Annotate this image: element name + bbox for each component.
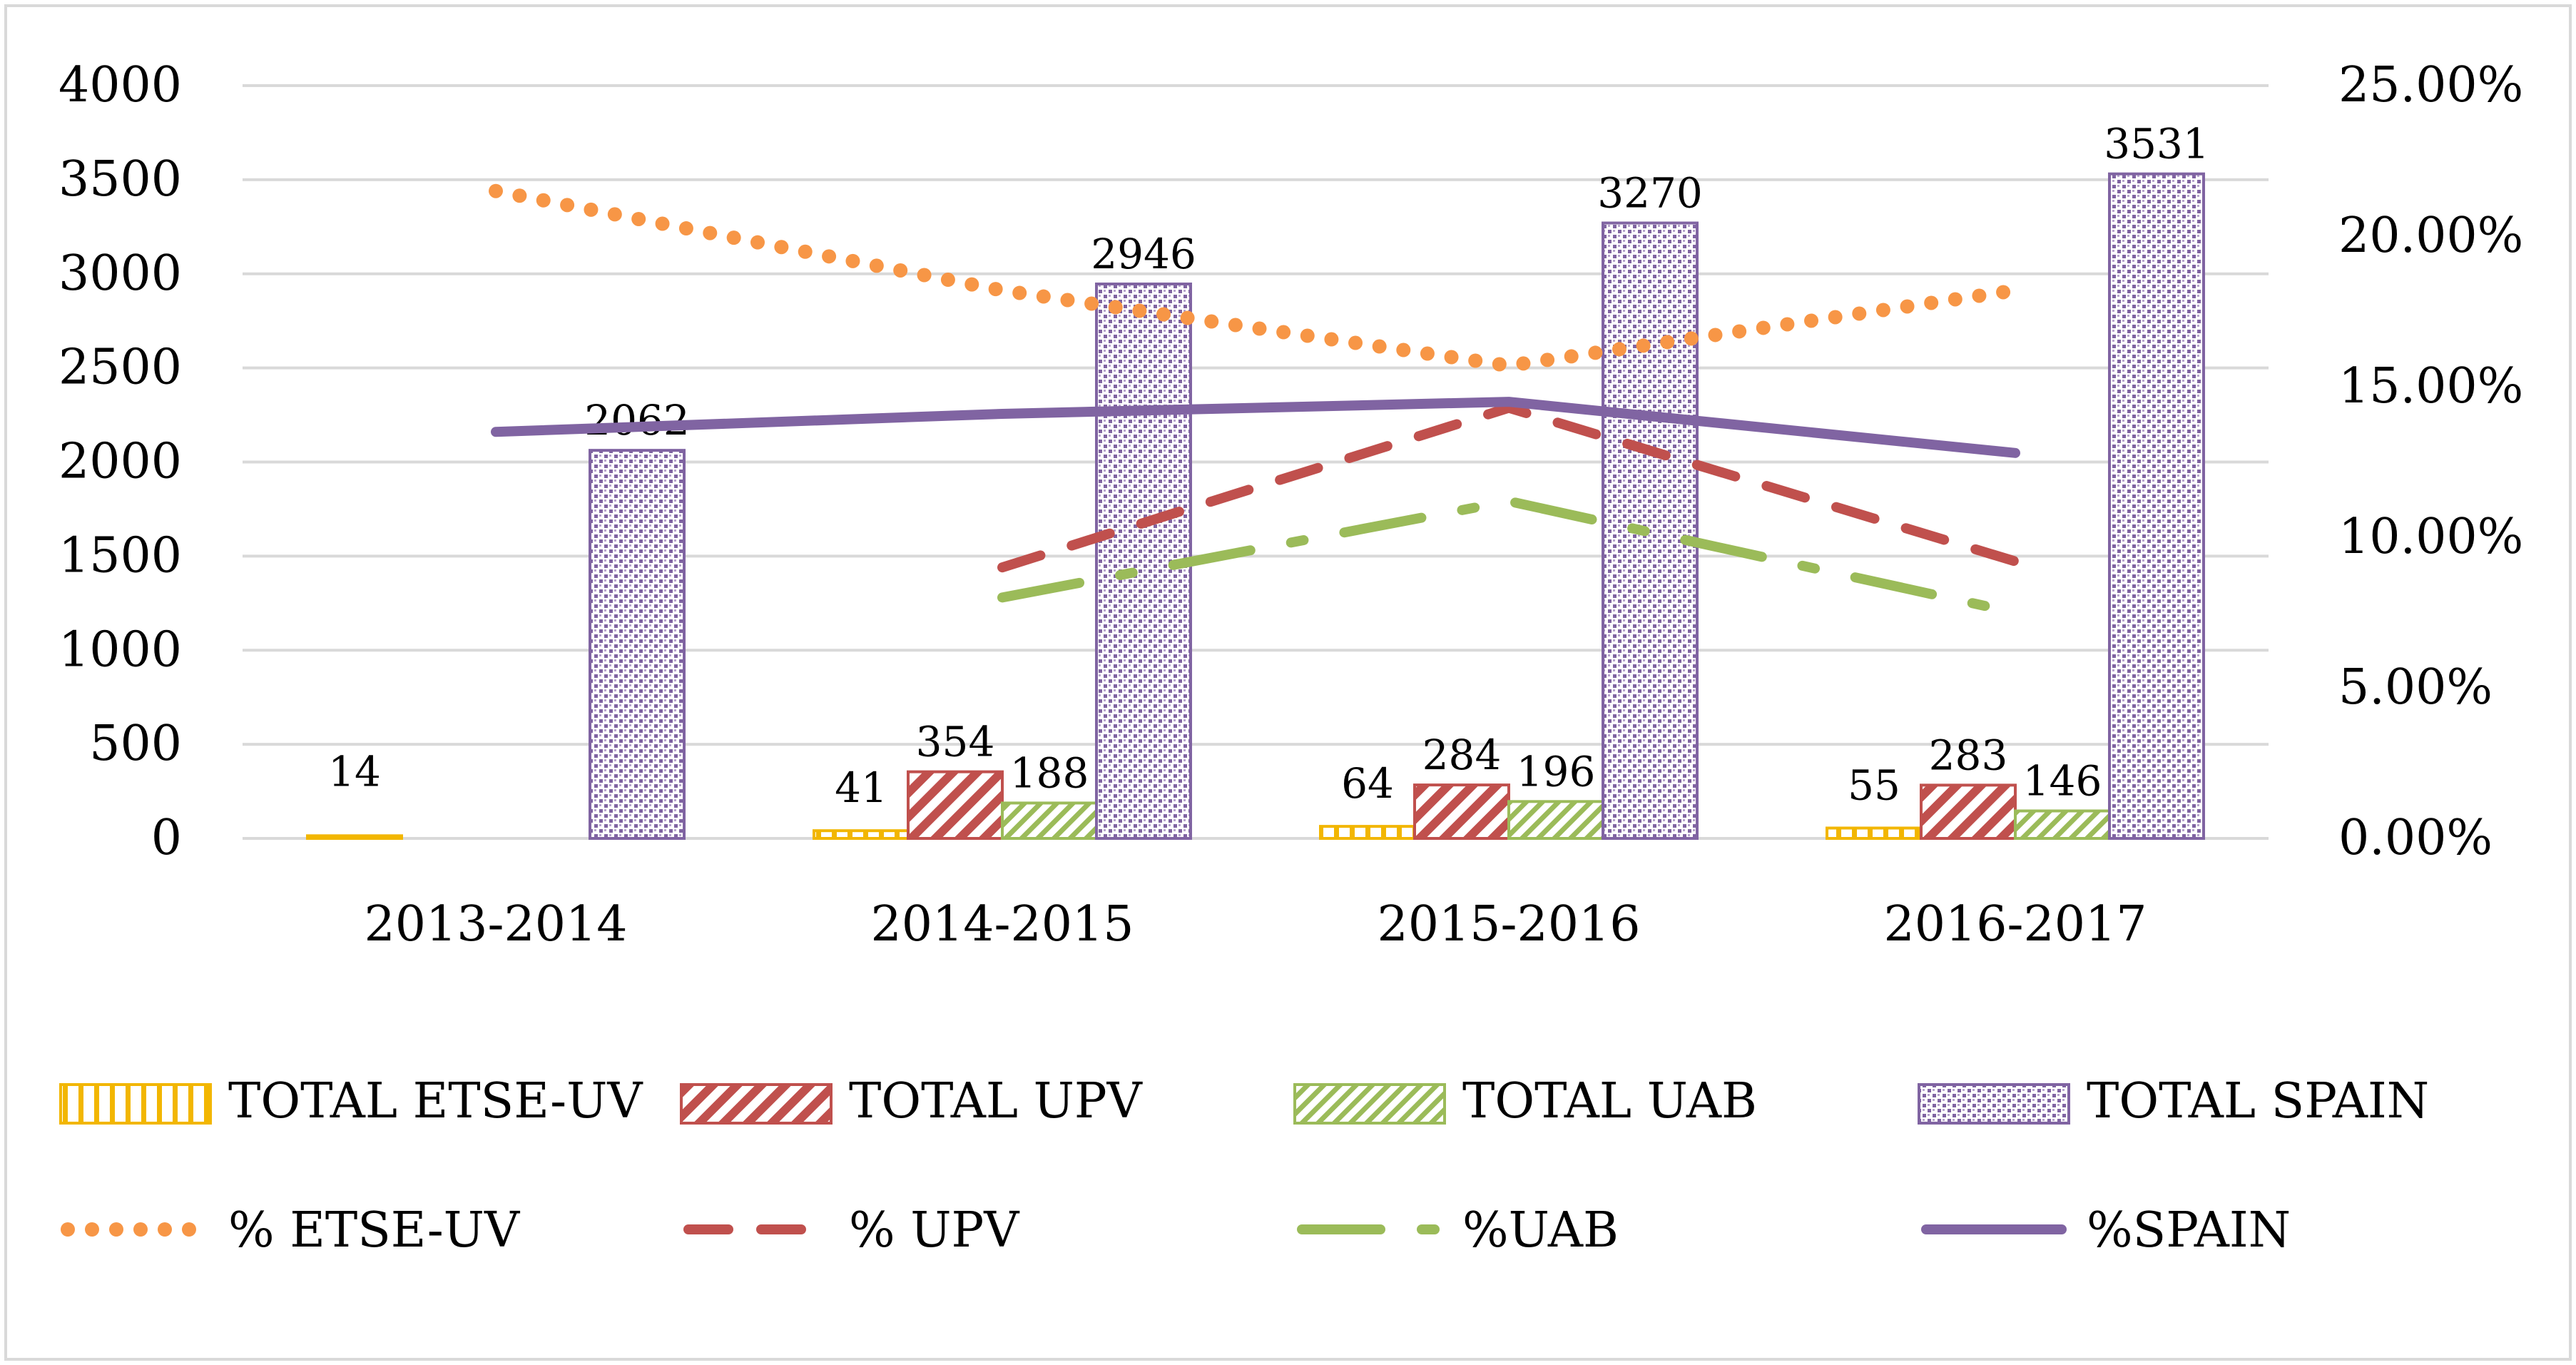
bar-data-label: 41 bbox=[835, 763, 887, 812]
legend-label-total-etse-uv: TOTAL ETSE-UV bbox=[228, 1073, 643, 1130]
legend-label-spain: %SPAIN bbox=[2087, 1202, 2291, 1259]
legend-label-etse-uv: % ETSE-UV bbox=[228, 1202, 521, 1259]
left-tick-label: 1500 bbox=[58, 527, 182, 584]
right-tick-label: 25.00% bbox=[2338, 57, 2523, 113]
bar-data-label: 3531 bbox=[2104, 120, 2209, 168]
x-category-label: 2015-2016 bbox=[1377, 896, 1640, 953]
legend-label-upv: % UPV bbox=[849, 1202, 1020, 1259]
legend-swatch-total-upv bbox=[680, 1083, 833, 1125]
bar-total-etse-uv bbox=[306, 834, 403, 840]
left-axis: 0 500 1000 1500 2000 2500 3000 3500 4000 bbox=[58, 57, 182, 866]
left-tick-label: 3000 bbox=[58, 245, 182, 302]
legend-swatch-total-spain bbox=[1918, 1083, 2070, 1125]
right-tick-label: 5.00% bbox=[2338, 659, 2493, 716]
left-tick-label: 3500 bbox=[58, 151, 182, 208]
bar-total-spain bbox=[2108, 172, 2205, 841]
left-tick-label: 0 bbox=[151, 810, 182, 866]
legend-label-total-upv: TOTAL UPV bbox=[849, 1073, 1144, 1130]
right-tick-label: 15.00% bbox=[2338, 358, 2523, 415]
line-series bbox=[489, 183, 2022, 618]
left-tick-label: 2000 bbox=[58, 434, 182, 490]
right-tick-label: 0.00% bbox=[2338, 810, 2493, 866]
left-tick-label: 2500 bbox=[58, 340, 182, 396]
bar-total-spain bbox=[1602, 221, 1699, 841]
legend: TOTAL ETSE-UV TOTAL UPV TOTAL UAB TOTAL SPA… bbox=[59, 1073, 2429, 1259]
legend-swatch-total-uab bbox=[1293, 1083, 1446, 1125]
line-etse-uv bbox=[489, 183, 2022, 373]
legend-label-total-uab: TOTAL UAB bbox=[1462, 1073, 1757, 1130]
bar-data-label: 146 bbox=[2023, 756, 2102, 805]
x-category-label: 2013-2014 bbox=[364, 896, 627, 953]
bar-total-uab bbox=[1507, 800, 1604, 841]
line-upv bbox=[997, 402, 2020, 573]
bar-data-labels: 14 41 64 55 354 284 283 188 196 146 2062 2946 3270 35… bbox=[328, 120, 2209, 812]
left-tick-label: 4000 bbox=[58, 57, 182, 113]
bar-data-label: 2946 bbox=[1091, 230, 1196, 278]
bar-data-label: 2062 bbox=[584, 396, 690, 445]
left-tick-label: 1000 bbox=[58, 621, 182, 678]
line-spain bbox=[491, 397, 2020, 458]
line-uab bbox=[997, 496, 2020, 618]
bar-data-label: 55 bbox=[1848, 761, 1900, 809]
x-category-label: 2014-2015 bbox=[870, 896, 1134, 953]
bar-data-label: 284 bbox=[1422, 731, 1502, 779]
left-tick-label: 500 bbox=[89, 716, 182, 772]
legend-label-total-spain: TOTAL SPAIN bbox=[2087, 1073, 2429, 1130]
x-axis: 2013-2014 2014-2015 2015-2016 2016-2017 bbox=[364, 896, 2147, 953]
right-tick-label: 20.00% bbox=[2338, 208, 2523, 264]
bar-total-upv bbox=[1920, 783, 2017, 841]
legend-label-uab: %UAB bbox=[1462, 1202, 1619, 1259]
bar-total-etse-uv bbox=[813, 829, 910, 841]
bar-total-uab bbox=[2014, 809, 2111, 841]
bar-data-label: 283 bbox=[1929, 731, 2008, 779]
bar-total-uab bbox=[1001, 801, 1098, 841]
bar-total-upv bbox=[907, 770, 1004, 840]
right-axis: 0.00% 5.00% 10.00% 15.00% 20.00% 25.00% bbox=[2338, 57, 2523, 866]
bar-total-spain bbox=[589, 449, 686, 840]
bar-data-label: 188 bbox=[1010, 749, 1089, 797]
bar-total-etse-uv bbox=[1826, 826, 1923, 841]
right-tick-label: 10.00% bbox=[2338, 509, 2523, 565]
bar-data-label: 3270 bbox=[1597, 169, 1703, 218]
bar-data-label: 354 bbox=[916, 718, 995, 766]
bar-data-label: 196 bbox=[1517, 747, 1596, 796]
x-category-label: 2016-2017 bbox=[1883, 896, 2147, 953]
bar-data-label: 64 bbox=[1341, 759, 1394, 808]
legend-swatch-total-etse-uv bbox=[59, 1083, 212, 1125]
bar-data-label: 14 bbox=[328, 747, 381, 796]
bar-total-etse-uv bbox=[1319, 825, 1416, 840]
bar-total-upv bbox=[1413, 783, 1510, 840]
